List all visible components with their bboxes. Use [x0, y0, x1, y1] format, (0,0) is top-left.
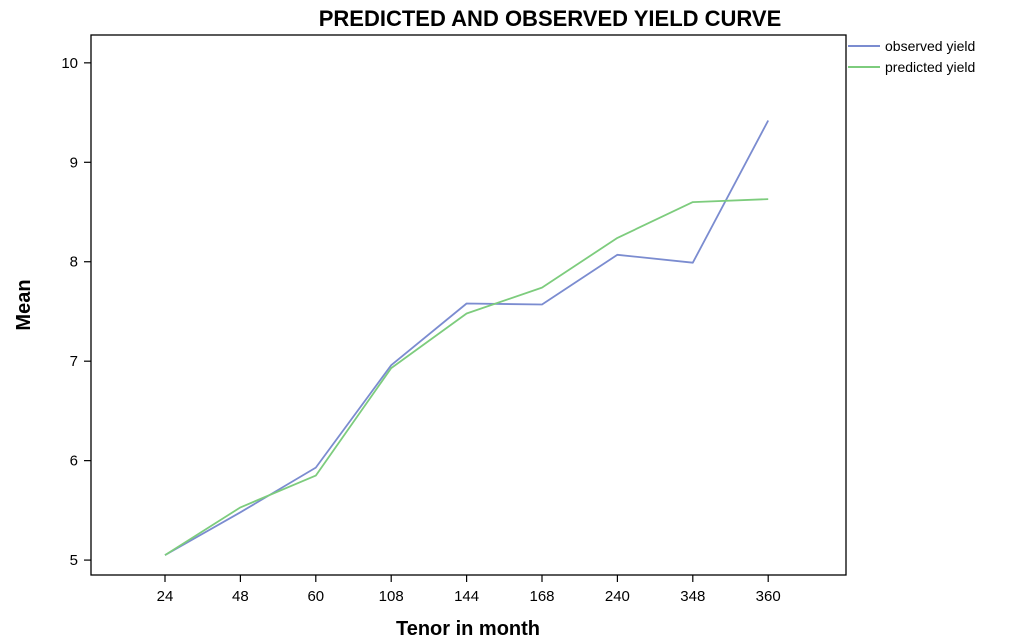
plot-area-frame	[90, 34, 847, 576]
y-tick-label: 9	[70, 154, 78, 171]
chart-title: PREDICTED AND OBSERVED YIELD CURVE	[319, 6, 782, 31]
x-tick-label: 48	[232, 588, 249, 605]
legend: observed yield predicted yield	[848, 38, 975, 75]
x-tick-label: 240	[605, 588, 630, 605]
x-axis: 24 48 60 108 144 168 240 348 360	[157, 575, 781, 605]
series-line-predicted-yield	[164, 198, 769, 556]
x-tick-label: 24	[157, 588, 174, 605]
x-tick-label: 108	[379, 588, 404, 605]
y-tick-label: 6	[70, 453, 78, 470]
x-tick-label: 168	[529, 588, 554, 605]
y-axis: 5 6 7 8 9 10	[61, 55, 91, 569]
series-lines	[164, 120, 769, 556]
y-tick-label: 10	[61, 55, 78, 72]
y-tick-label: 7	[70, 353, 78, 370]
legend-entry-label: observed yield	[885, 38, 975, 54]
x-tick-label: 360	[756, 588, 781, 605]
y-tick-label: 5	[70, 552, 78, 569]
legend-entry-label: predicted yield	[885, 59, 975, 75]
y-tick-label: 8	[70, 254, 78, 271]
x-tick-label: 348	[680, 588, 705, 605]
x-tick-label: 144	[454, 588, 479, 605]
y-axis-label: Mean	[13, 279, 35, 330]
x-tick-label: 60	[307, 588, 324, 605]
x-axis-label: Tenor in month	[396, 618, 540, 640]
